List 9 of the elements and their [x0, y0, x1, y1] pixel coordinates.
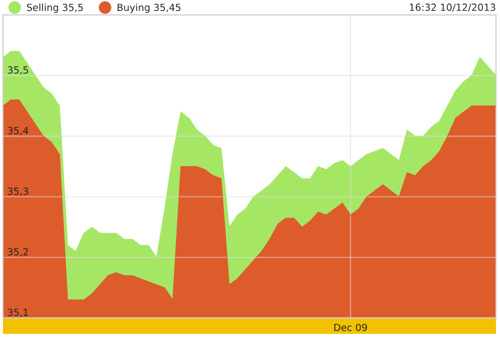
y-tick-label: 35,1: [8, 308, 28, 318]
legend-label: Buying 35,45: [118, 4, 180, 13]
x-tick-label: Dec 09: [334, 324, 367, 332]
legend-label: Selling 35,5: [26, 4, 83, 13]
y-tick-label: 35,4: [8, 126, 28, 136]
y-tick-label: 35,2: [8, 248, 28, 256]
y-tick-label: 35,5: [8, 66, 28, 75]
y-tick-label: 35,3: [8, 188, 28, 196]
text: 16:32 10/12/2013: [410, 4, 496, 12]
